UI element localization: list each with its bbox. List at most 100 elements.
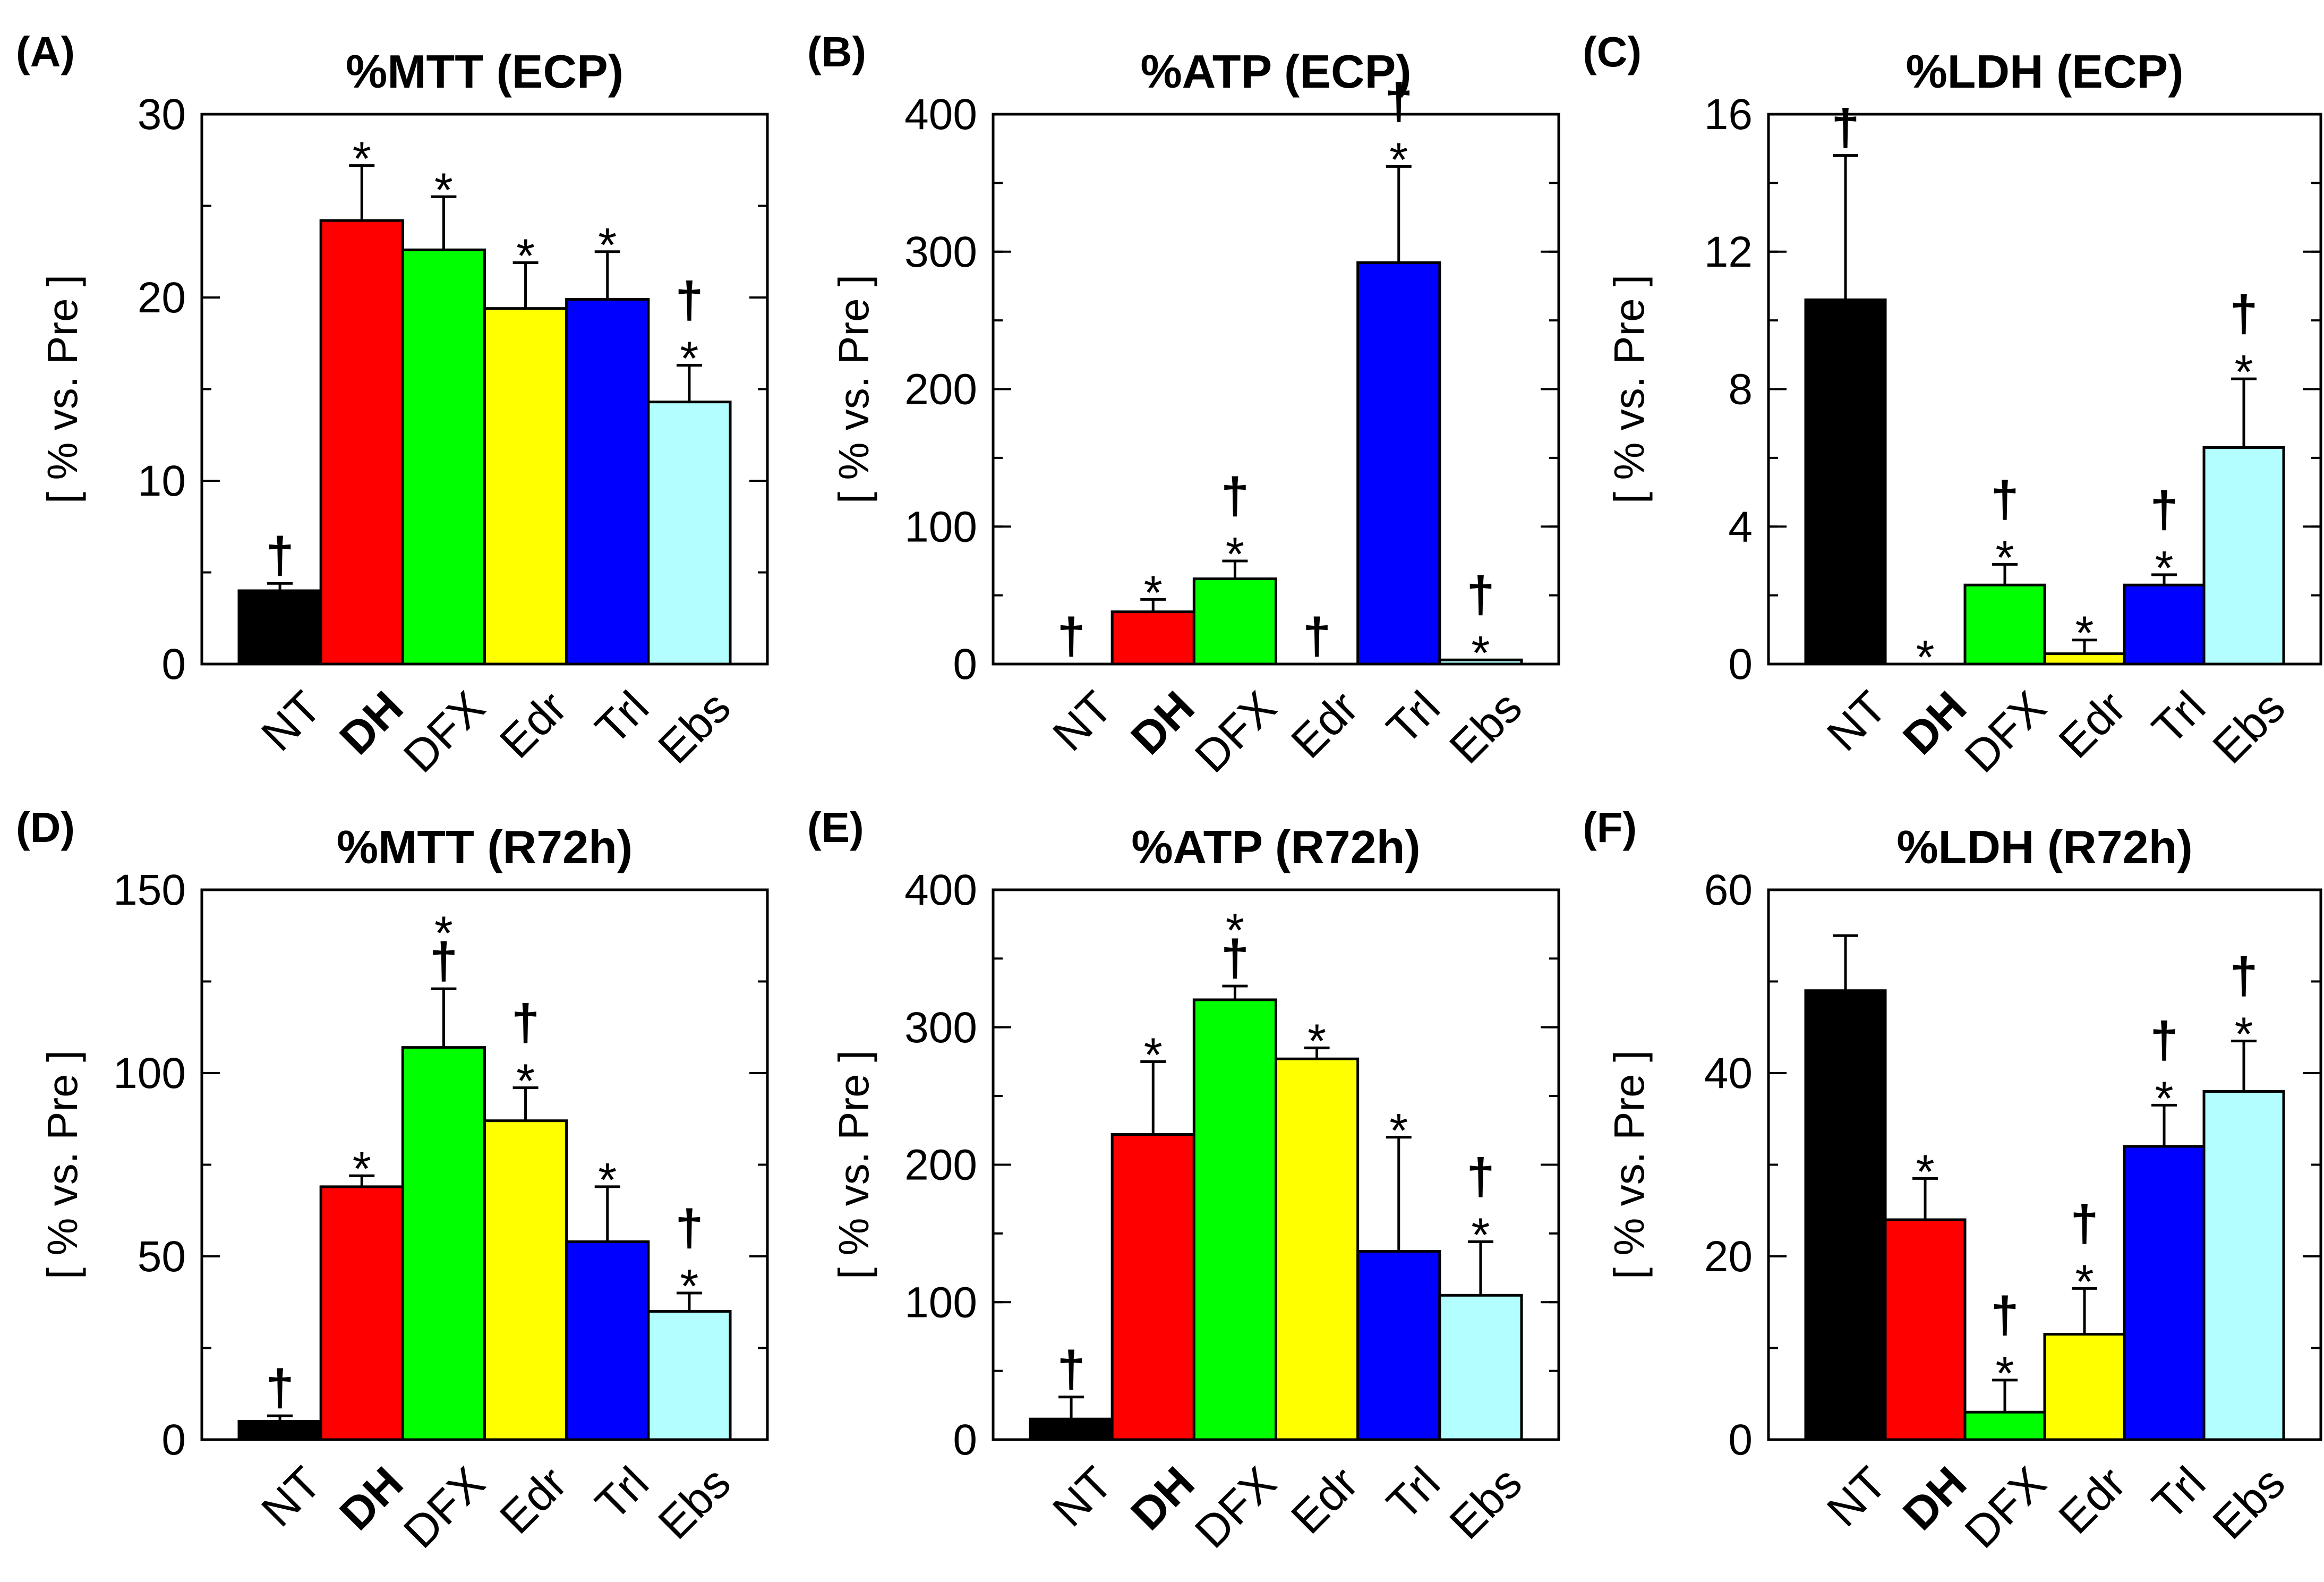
x-tick-label: Edr	[2049, 1457, 2135, 1544]
asterisk-marker: *	[1995, 531, 2014, 584]
dagger-marker: †	[2070, 1195, 2098, 1252]
dagger-marker: †	[675, 272, 703, 329]
asterisk-marker: *	[2234, 1008, 2253, 1061]
y-tick-label: 100	[904, 1278, 977, 1326]
dagger-marker: †	[511, 994, 540, 1051]
panel-letter: (C)	[1583, 28, 1642, 75]
x-tick-label: Ebs	[648, 1457, 740, 1549]
y-axis-label: [ % vs. Pre ]	[39, 275, 86, 504]
x-tick-label: NT	[1817, 1457, 1896, 1536]
dagger-marker: †	[1831, 99, 1859, 156]
x-tick-label: Trl	[2142, 1457, 2215, 1530]
dagger-marker: †	[1466, 566, 1494, 623]
chart-title: %ATP (R72h)	[1131, 821, 1420, 873]
asterisk-marker: *	[680, 333, 698, 386]
asterisk-marker: *	[1389, 133, 1408, 186]
y-axis-label: [ % vs. Pre ]	[830, 1050, 877, 1279]
y-tick-label: 4	[1728, 503, 1753, 551]
dagger-marker: †	[2229, 285, 2258, 342]
chart-title: %MTT (R72h)	[337, 821, 633, 873]
x-tick-label: DFX	[1185, 1457, 1286, 1558]
bar-ebs	[647, 401, 732, 666]
asterisk-marker: *	[1144, 1028, 1163, 1082]
asterisk-marker: *	[516, 229, 535, 283]
bar-edr	[483, 1119, 568, 1441]
y-tick-label: 200	[904, 365, 977, 414]
y-tick-label: 100	[113, 1049, 186, 1098]
y-axis-label: [ % vs. Pre ]	[39, 1050, 86, 1279]
bar-ebs	[2202, 1090, 2285, 1441]
dagger-marker: †	[430, 932, 458, 989]
y-tick-label: 400	[904, 866, 977, 914]
y-tick-label: 20	[138, 274, 186, 322]
panel-letter: (F)	[1583, 804, 1637, 851]
bar-trl	[1356, 1250, 1441, 1441]
y-tick-label: 40	[1704, 1049, 1753, 1098]
y-tick-label: 30	[138, 90, 186, 139]
asterisk-marker: *	[1144, 566, 1163, 619]
bar-nt	[237, 1420, 322, 1441]
y-tick-label: 50	[138, 1232, 186, 1281]
asterisk-marker: *	[434, 907, 453, 960]
asterisk-marker: *	[2075, 607, 2094, 660]
y-tick-label: 0	[1728, 1416, 1753, 1464]
chart-title: %LDH (R72h)	[1896, 821, 2192, 873]
bar-dh	[319, 1185, 404, 1441]
bar-edr	[483, 307, 568, 666]
x-tick-label: Ebs	[648, 682, 740, 773]
x-tick-label: Trl	[1377, 1457, 1450, 1530]
y-axis-label: [ % vs. Pre ]	[830, 275, 877, 504]
y-tick-label: 0	[161, 640, 186, 688]
panel-f: (F) %LDH (R72h)[ % vs. Pre ]0204060NT*DH*…	[1583, 804, 2322, 1558]
x-tick-label: Ebs	[1440, 1457, 1532, 1549]
asterisk-marker: *	[1308, 1015, 1326, 1068]
y-tick-label: 0	[1728, 640, 1753, 688]
dagger-marker: †	[2229, 948, 2258, 1005]
y-tick-label: 12	[1704, 228, 1753, 276]
y-tick-label: 200	[904, 1141, 977, 1189]
y-tick-label: 60	[1704, 866, 1753, 914]
panel-letter: (A)	[16, 28, 75, 75]
x-tick-label: NT	[1817, 682, 1896, 761]
asterisk-marker: *	[1995, 1347, 2014, 1400]
x-tick-label: DFX	[1955, 1457, 2056, 1558]
bar-nt	[1804, 989, 1887, 1441]
y-tick-label: 100	[904, 503, 977, 551]
asterisk-marker: *	[2155, 1072, 2173, 1125]
bar-trl	[565, 297, 650, 666]
asterisk-marker: *	[434, 164, 453, 217]
bar-dfx	[1192, 577, 1277, 666]
panel-b: (B) %ATP (ECP) [ % vs. Pre ] 0 100 200 300 400 †…	[807, 28, 1560, 783]
bar-trl	[2123, 583, 2206, 666]
x-tick-label: Trl	[586, 682, 659, 754]
dagger-marker: †	[1385, 73, 1413, 130]
bar-edr	[2043, 1333, 2126, 1441]
bar-edr	[1275, 1057, 1360, 1441]
x-tick-label: DFX	[394, 682, 495, 783]
chart-title: %MTT (ECP)	[346, 45, 623, 98]
bar-dfx	[401, 248, 486, 666]
dagger-marker: †	[2150, 481, 2178, 538]
x-tick-label: Edr	[490, 1457, 577, 1544]
bar-ebs	[647, 1310, 732, 1441]
asterisk-marker: *	[1389, 1104, 1408, 1158]
asterisk-marker: *	[2075, 1255, 2094, 1308]
x-tick-label: Trl	[586, 1457, 659, 1530]
bar-dh	[319, 219, 404, 666]
panel-letter: (B)	[807, 28, 866, 75]
asterisk-marker: *	[1916, 1145, 1934, 1198]
asterisk-marker: *	[598, 1154, 617, 1207]
asterisk-marker: *	[680, 1260, 698, 1313]
bar-trl	[565, 1240, 650, 1441]
y-axis-label: [ % vs. Pre ]	[1605, 1050, 1653, 1279]
bar-dfx	[1192, 998, 1277, 1441]
dagger-marker: †	[1303, 608, 1331, 665]
x-tick-label: Edr	[1281, 1457, 1368, 1544]
y-axis-label: [ % vs. Pre ]	[1605, 275, 1653, 504]
y-tick-label: 0	[953, 1416, 977, 1464]
x-tick-label: DFX	[394, 1457, 495, 1558]
x-tick-label: Edr	[2049, 682, 2135, 768]
bar-nt	[1029, 1417, 1114, 1441]
asterisk-marker: *	[1226, 904, 1244, 957]
